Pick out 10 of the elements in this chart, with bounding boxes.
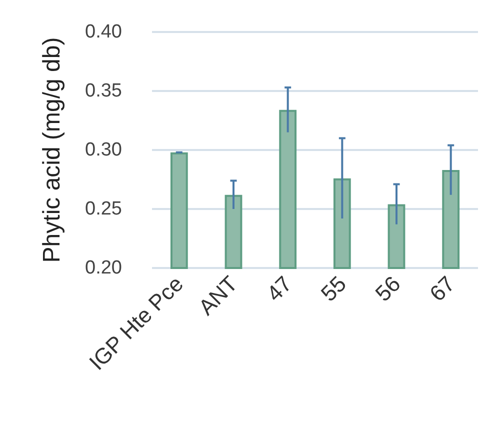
y-tick-label: 0.40 xyxy=(85,22,122,42)
y-tick-label: 0.20 xyxy=(85,258,122,278)
y-tick-label: 0.30 xyxy=(85,140,122,160)
x-tick-label: 56 xyxy=(370,271,406,306)
y-tick-label: 0.35 xyxy=(85,80,122,102)
x-tick-label: 67 xyxy=(424,271,460,306)
y-tick-label: 0.25 xyxy=(85,198,122,220)
x-tick-label: 47 xyxy=(262,271,297,306)
y-axis-title: Phytic acid (mg/g db) xyxy=(38,37,66,263)
x-tick-label: 55 xyxy=(316,271,352,306)
